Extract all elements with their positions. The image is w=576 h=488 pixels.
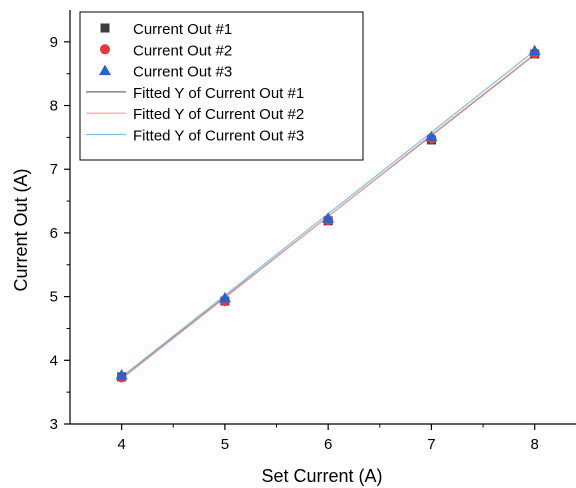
legend-label: Fitted Y of Current Out #1	[133, 85, 304, 102]
legend-marker-2	[100, 44, 110, 55]
legend-label: Fitted Y of Current Out #2	[133, 106, 304, 123]
y-tick-label: 8	[50, 98, 58, 115]
y-tick-label: 9	[50, 34, 58, 51]
legend-marker-1	[100, 23, 110, 33]
legend-label: Current Out #2	[133, 42, 232, 59]
legend-label: Fitted Y of Current Out #3	[133, 128, 304, 145]
y-tick-label: 4	[50, 352, 58, 369]
axes	[69, 10, 576, 425]
data-point-series-3	[218, 291, 231, 303]
y-tick-label: 7	[50, 161, 58, 178]
data-point-series-3	[528, 44, 541, 56]
x-tick-label: 7	[427, 436, 435, 453]
legend-label: Current Out #1	[133, 21, 232, 38]
y-ticks: 3 4 5 6 7 8 9	[50, 34, 70, 433]
x-tick-label: 4	[117, 436, 125, 453]
data-markers	[115, 44, 541, 383]
x-ticks: 4 5 6 7 8	[117, 424, 539, 453]
x-tick-label: 6	[324, 436, 332, 453]
legend-box	[79, 11, 364, 161]
legend-label: Current Out #3	[133, 64, 232, 81]
legend-marker-3	[99, 64, 111, 76]
data-point-series-3	[115, 368, 128, 380]
y-axis-title: Current Out (A)	[11, 168, 31, 291]
x-tick-label: 8	[531, 436, 539, 453]
data-point-series-3	[322, 212, 335, 223]
y-tick-label: 5	[50, 289, 58, 306]
data-point-series-3	[425, 130, 438, 142]
y-tick-label: 6	[50, 225, 58, 242]
x-tick-label: 5	[221, 436, 229, 453]
x-axis-title: Set Current (A)	[261, 466, 382, 486]
legend: Current Out #1 Current Out #2 Current Out …	[79, 11, 364, 161]
y-tick-label: 3	[50, 416, 58, 433]
